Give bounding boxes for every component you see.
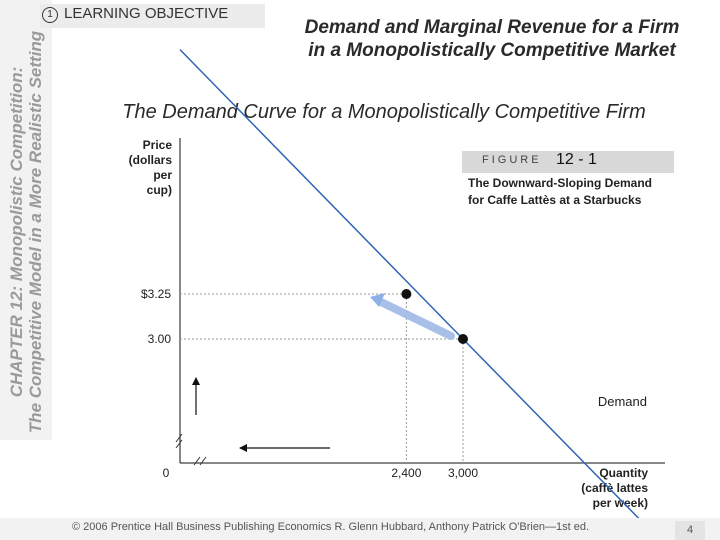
slide-title: Demand and Marginal Revenue for a Firm i…: [272, 16, 712, 62]
figure-caption: The Downward-Sloping Demand for Caffe La…: [468, 175, 708, 209]
y-tick-label: 3.00: [148, 332, 172, 346]
learning-objective-number: 1: [42, 7, 58, 23]
axis-break-mark: [175, 433, 207, 466]
x-tick-label: 0: [163, 466, 170, 480]
y-axis-label-line: (dollars: [129, 153, 173, 167]
x-axis-label-line: per week): [593, 496, 648, 510]
learning-objective: 1 LEARNING OBJECTIVE: [40, 4, 265, 28]
learning-objective-label: LEARNING OBJECTIVE: [64, 5, 229, 22]
slide-title-line1: Demand and Marginal Revenue for a Firm: [304, 17, 680, 38]
y-tick-label: $3.25: [141, 287, 171, 301]
figure-label: FIGURE: [482, 154, 542, 166]
slide-title-line2: in a Monopolistically Competitive Market: [308, 40, 676, 61]
y-axis-label-line: per: [153, 168, 172, 182]
x-tick-label: 3,000: [448, 466, 478, 480]
figure-label-box: [462, 151, 674, 173]
movement-arrowhead: [370, 293, 385, 307]
movement-shadow-arrow: [377, 298, 455, 340]
y-axis-label: Price (dollars per cup): [129, 138, 173, 197]
figure-caption-line1: The Downward-Sloping Demand: [468, 176, 653, 190]
x-tick-label: 2,400: [391, 466, 421, 480]
sidebar-band: [0, 0, 52, 440]
demand-point: [401, 289, 412, 299]
page-number: 4: [675, 521, 705, 540]
slide-subtitle: The Demand Curve for a Monopolistically …: [122, 101, 646, 123]
demand-curve-label: Demand: [598, 394, 647, 409]
y-axis-label-line: cup): [147, 183, 172, 197]
footer-band: [0, 518, 720, 540]
x-axis-label-line: (caffè lattes: [581, 481, 648, 495]
x-axis-label: Quantity (caffè lattes per week): [581, 466, 648, 510]
demand-point: [458, 334, 468, 344]
x-axis-label-line: Quantity: [599, 466, 648, 480]
y-axis-label-line: Price: [143, 138, 173, 152]
figure-caption-line2: for Caffe Lattès at a Starbucks: [468, 193, 642, 207]
demand-curve: [179, 49, 653, 533]
footer-text: © 2006 Prentice Hall Business Publishing…: [72, 521, 590, 533]
figure-number: 12 - 1: [556, 151, 597, 168]
